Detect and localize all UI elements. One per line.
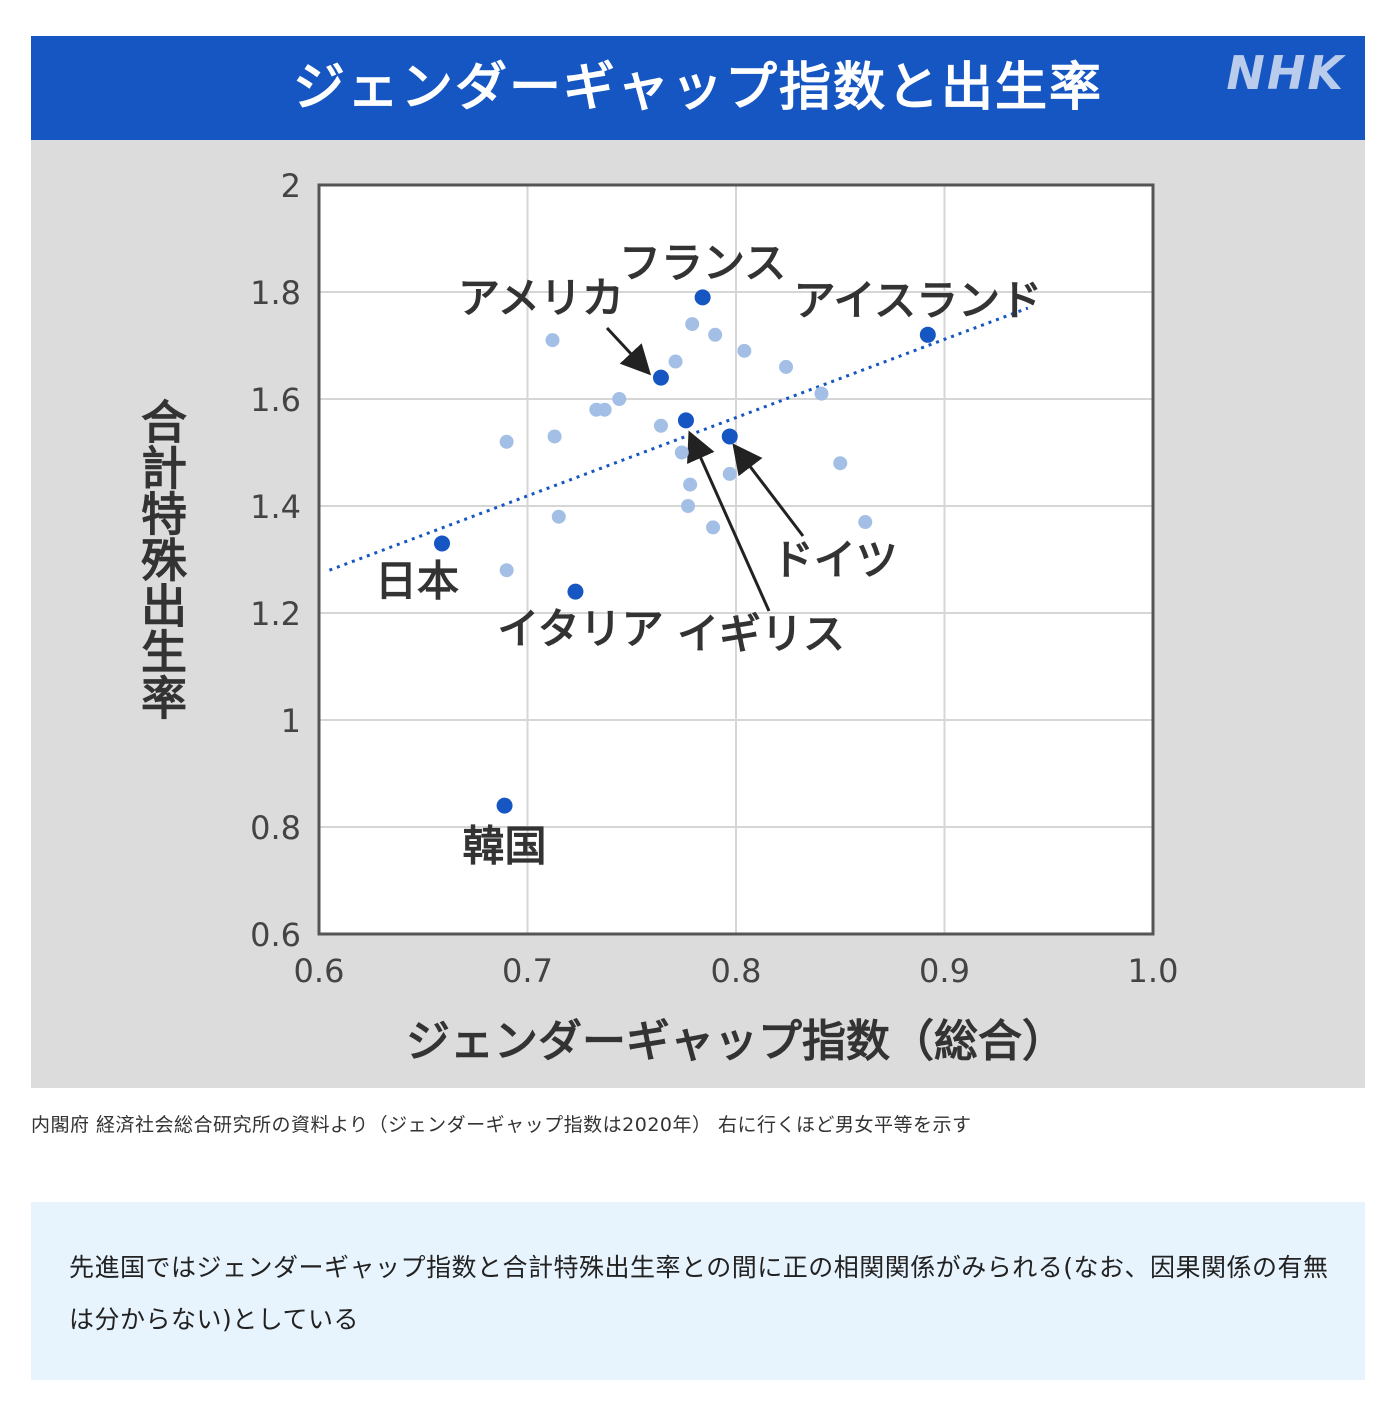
data-point xyxy=(545,333,560,348)
data-point xyxy=(722,466,737,481)
data-point xyxy=(653,418,668,433)
data-point-highlight xyxy=(721,428,738,445)
nhk-logo: NHK xyxy=(1226,46,1345,100)
data-point-highlight xyxy=(434,535,451,552)
point-label: アメリカ xyxy=(458,274,624,323)
point-label: アイスランド xyxy=(793,276,1042,325)
data-point xyxy=(858,515,873,530)
point-label: 日本 xyxy=(375,556,459,605)
data-point xyxy=(612,392,627,406)
data-point xyxy=(683,477,698,492)
y-tick-label: 1.8 xyxy=(250,274,301,312)
data-point xyxy=(706,520,721,535)
point-label: イギリス xyxy=(677,609,845,658)
y-tick-label: 1.2 xyxy=(250,595,301,633)
data-point xyxy=(681,499,696,513)
note-box: 先進国ではジェンダーギャップ指数と合計特殊出生率との間に正の相関関係がみられる(… xyxy=(31,1202,1365,1380)
arrow-america xyxy=(605,326,652,376)
data-point-highlight xyxy=(567,583,584,600)
y-tick-label: 1 xyxy=(281,702,301,740)
y-tick-label: 0.6 xyxy=(250,916,301,954)
data-point xyxy=(499,434,514,449)
data-point-highlight xyxy=(677,412,694,429)
note-text: 先進国ではジェンダーギャップ指数と合計特殊出生率との間に正の相関関係がみられる(… xyxy=(69,1253,1329,1334)
data-point-highlight xyxy=(919,326,936,343)
y-tick-label: 1.4 xyxy=(250,488,301,526)
arrow-britain xyxy=(687,430,771,612)
point-label: ドイツ xyxy=(772,535,898,584)
x-tick-label: 0.6 xyxy=(294,952,345,990)
y-tick-label: 0.8 xyxy=(250,809,301,847)
source-caption: 内閣府 経済社会総合研究所の資料より（ジェンダーギャップ指数は2020年） 右に… xyxy=(31,1114,972,1136)
arrows xyxy=(605,326,805,612)
x-tick-label: 1.0 xyxy=(1128,952,1179,990)
chart-title: ジェンダーギャップ指数と出生率 xyxy=(292,58,1103,118)
data-point-highlight xyxy=(652,369,669,386)
x-tick-label: 0.9 xyxy=(919,952,970,990)
data-point xyxy=(597,402,612,417)
x-axis-label: ジェンダーギャップ指数（総合） xyxy=(406,1016,1066,1067)
y-tick-label: 1.6 xyxy=(250,381,301,419)
data-point xyxy=(779,359,794,374)
data-point xyxy=(674,445,689,460)
arrow-germany xyxy=(732,443,805,537)
data-point-highlight xyxy=(496,797,513,814)
point-label: フランス xyxy=(619,238,786,287)
data-point xyxy=(551,509,566,524)
data-point-highlight xyxy=(694,289,711,306)
other-points xyxy=(499,317,873,578)
point-label: イタリア xyxy=(497,605,663,654)
x-tick-label: 0.8 xyxy=(711,952,762,990)
highlighted-points xyxy=(434,289,936,814)
data-point xyxy=(668,354,683,369)
y-tick-label: 2 xyxy=(281,167,301,205)
chart-figure: ジェンダーギャップ指数と出生率 NHK 0.6 0.7 0.8 0.9 1.0 2 1.8 1… xyxy=(31,36,1365,1088)
point-label: 韓国 xyxy=(463,822,547,871)
data-point xyxy=(708,327,723,342)
data-point xyxy=(499,563,514,578)
data-point xyxy=(685,317,700,332)
data-point xyxy=(833,456,848,471)
data-point xyxy=(737,343,752,358)
grid-lines xyxy=(319,185,1153,934)
tick-labels: 0.6 0.7 0.8 0.9 1.0 2 1.8 1.6 1.4 1.2 1 0.8 0.6 xyxy=(250,167,1178,990)
plot-frame xyxy=(317,183,1155,936)
data-point xyxy=(814,386,829,401)
data-point xyxy=(547,429,562,444)
y-axis-label: 合計特殊出生率 xyxy=(134,398,188,720)
scatter-chart: 0.6 0.7 0.8 0.9 1.0 2 1.8 1.6 1.4 1.2 1 0.8 0.6 フランス… xyxy=(134,167,1178,1067)
title-bar: ジェンダーギャップ指数と出生率 NHK xyxy=(31,36,1365,140)
x-tick-label: 0.7 xyxy=(502,952,553,990)
